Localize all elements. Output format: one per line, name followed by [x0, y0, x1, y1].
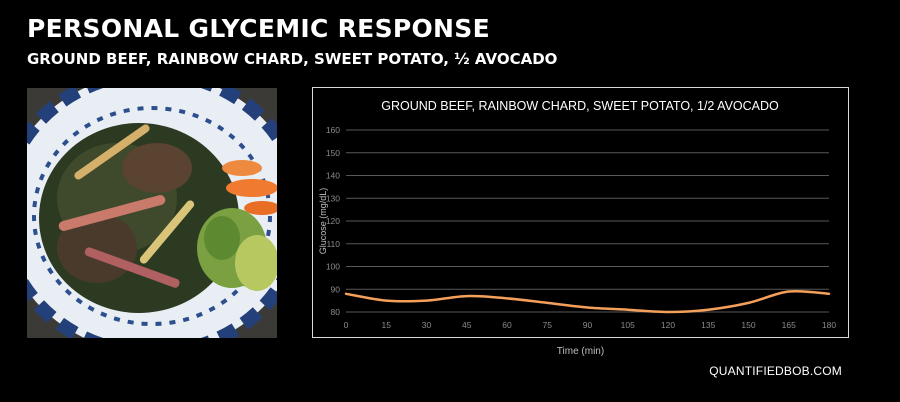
series-layer	[344, 289, 831, 314]
y-tick-label: 90	[331, 284, 341, 294]
y-tick-label: 120	[326, 216, 340, 226]
x-tick-label: 45	[462, 320, 472, 330]
x-tick-label: 60	[502, 320, 512, 330]
glucose-data-point	[466, 295, 468, 297]
glucose-data-point	[506, 297, 508, 299]
gridlines	[346, 129, 829, 313]
brand-url: QUANTIFIEDBOB.COM	[709, 364, 842, 378]
glucose-data-point	[426, 300, 428, 302]
chart-canvas: GROUND BEEF, RAINBOW CHARD, SWEET POTATO…	[318, 99, 837, 330]
glucose-data-point	[587, 306, 589, 308]
x-tick-label: 75	[543, 320, 553, 330]
glucose-data-point	[788, 291, 790, 293]
glucose-data-point	[707, 309, 709, 311]
chart-title: GROUND BEEF, RAINBOW CHARD, SWEET POTATO…	[381, 99, 779, 113]
x-tick-label: 135	[701, 320, 715, 330]
glucose-data-point	[385, 300, 387, 302]
glucose-series-line	[344, 289, 831, 314]
glucose-data-point	[345, 293, 347, 295]
glucose-data-point	[546, 302, 548, 304]
x-tick-label: 0	[344, 320, 349, 330]
y-tick-label: 80	[331, 307, 341, 317]
x-axis-label: Time (min)	[556, 346, 605, 357]
page-title: PERSONAL GLYCEMIC RESPONSE	[27, 14, 490, 43]
glucose-data-point	[748, 302, 750, 304]
y-tick-label: 100	[326, 262, 340, 272]
x-tick-labels: 0 15 30 45 60 75 90 105 120 135 150 165 180	[344, 320, 837, 330]
x-tick-label: 90	[583, 320, 593, 330]
x-tick-label: 30	[422, 320, 432, 330]
meal-photo-illustration	[27, 88, 277, 338]
x-tick-label: 150	[741, 320, 755, 330]
glucose-data-point	[627, 309, 629, 311]
x-tick-label: 15	[382, 320, 392, 330]
x-tick-label: 165	[782, 320, 796, 330]
y-tick-label: 110	[326, 239, 340, 249]
y-tick-label: 160	[326, 125, 340, 135]
y-axis-label: Glucose (mg/dL)	[318, 188, 328, 255]
meal-photo	[27, 88, 277, 338]
x-tick-label: 180	[822, 320, 836, 330]
x-tick-label: 120	[661, 320, 675, 330]
page-subtitle: GROUND BEEF, RAINBOW CHARD, SWEET POTATO…	[27, 50, 558, 68]
y-tick-label: 140	[326, 171, 340, 181]
x-tick-label: 105	[621, 320, 635, 330]
glucose-data-point	[667, 311, 669, 313]
y-tick-labels: 80 90 100 110 120 130 140 150 160	[326, 125, 340, 317]
y-tick-label: 150	[326, 148, 340, 158]
glucose-chart: GROUND BEEF, RAINBOW CHARD, SWEET POTATO…	[312, 87, 849, 338]
glucose-data-point	[828, 293, 830, 295]
y-tick-label: 130	[326, 193, 340, 203]
